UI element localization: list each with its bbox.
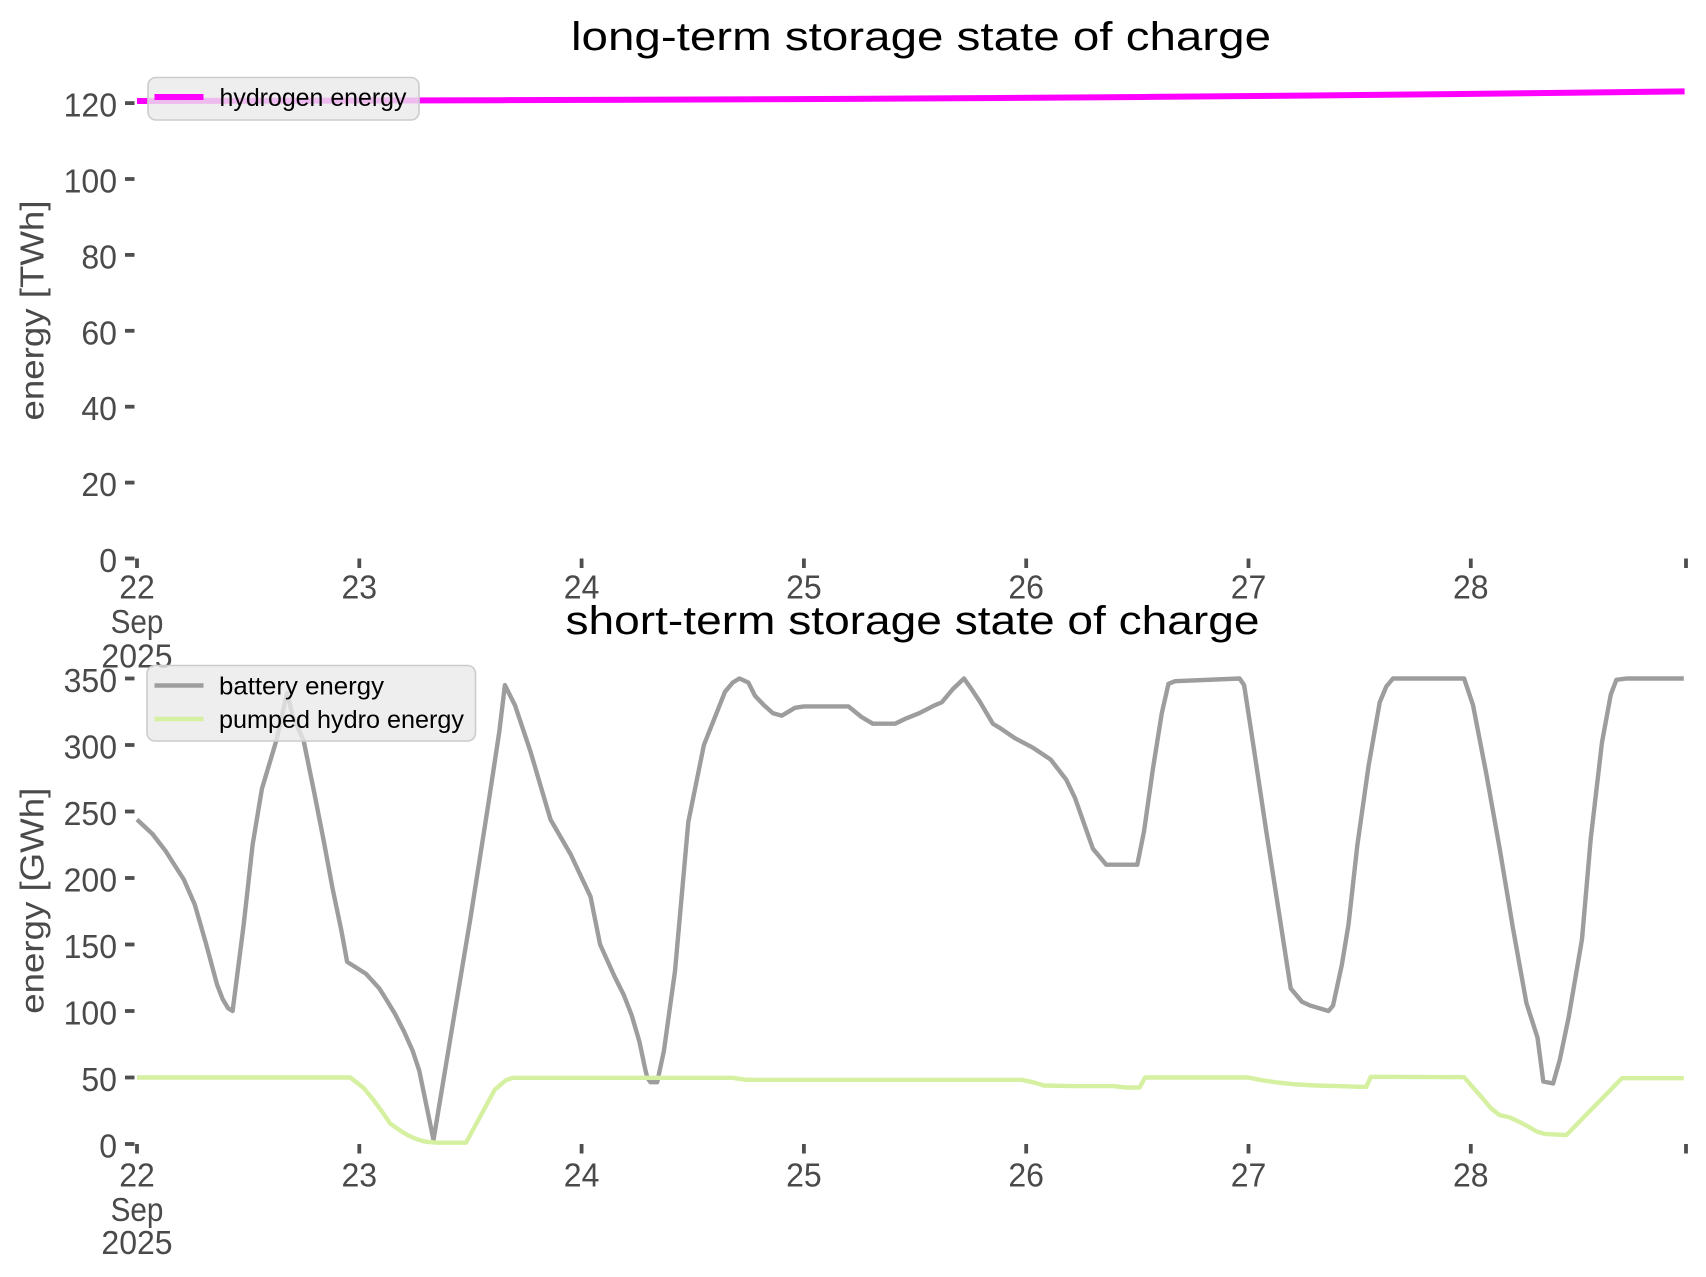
svg-text:energy [TWh]: energy [TWh] bbox=[14, 201, 51, 421]
svg-text:100: 100 bbox=[64, 995, 117, 1032]
svg-text:short-term storage state of ch: short-term storage state of charge bbox=[566, 599, 1260, 643]
svg-text:26: 26 bbox=[1008, 569, 1044, 606]
svg-text:22: 22 bbox=[119, 1157, 155, 1194]
svg-text:60: 60 bbox=[81, 314, 117, 351]
svg-text:40: 40 bbox=[81, 390, 117, 427]
svg-text:24: 24 bbox=[564, 569, 600, 606]
svg-text:50: 50 bbox=[81, 1061, 117, 1098]
svg-text:energy [GWh]: energy [GWh] bbox=[14, 788, 51, 1014]
svg-text:hydrogen energy: hydrogen energy bbox=[220, 84, 407, 112]
svg-text:100: 100 bbox=[64, 163, 117, 200]
svg-text:150: 150 bbox=[64, 928, 117, 965]
svg-text:350: 350 bbox=[64, 662, 117, 699]
svg-text:250: 250 bbox=[64, 795, 117, 832]
svg-text:80: 80 bbox=[81, 238, 117, 275]
svg-text:battery energy: battery energy bbox=[219, 673, 385, 701]
svg-text:2025: 2025 bbox=[101, 1224, 172, 1261]
svg-text:23: 23 bbox=[342, 1157, 378, 1194]
svg-text:20: 20 bbox=[81, 466, 117, 503]
svg-text:26: 26 bbox=[1008, 1157, 1044, 1194]
svg-text:300: 300 bbox=[64, 729, 117, 766]
svg-text:Sep: Sep bbox=[111, 603, 164, 640]
svg-text:24: 24 bbox=[564, 1157, 600, 1194]
svg-text:long-term storage state of cha: long-term storage state of charge bbox=[571, 15, 1271, 59]
svg-text:25: 25 bbox=[786, 569, 822, 606]
svg-text:28: 28 bbox=[1453, 1157, 1489, 1194]
svg-text:23: 23 bbox=[342, 569, 378, 606]
svg-text:120: 120 bbox=[64, 87, 117, 124]
svg-text:27: 27 bbox=[1231, 1157, 1267, 1194]
svg-text:25: 25 bbox=[786, 1157, 822, 1194]
svg-text:0: 0 bbox=[99, 1128, 117, 1165]
svg-text:200: 200 bbox=[64, 862, 117, 899]
svg-text:22: 22 bbox=[119, 569, 155, 606]
svg-text:Sep: Sep bbox=[111, 1191, 164, 1228]
svg-text:27: 27 bbox=[1231, 569, 1267, 606]
svg-text:28: 28 bbox=[1453, 569, 1489, 606]
svg-text:0: 0 bbox=[99, 542, 117, 579]
svg-text:pumped hydro energy: pumped hydro energy bbox=[219, 706, 464, 734]
